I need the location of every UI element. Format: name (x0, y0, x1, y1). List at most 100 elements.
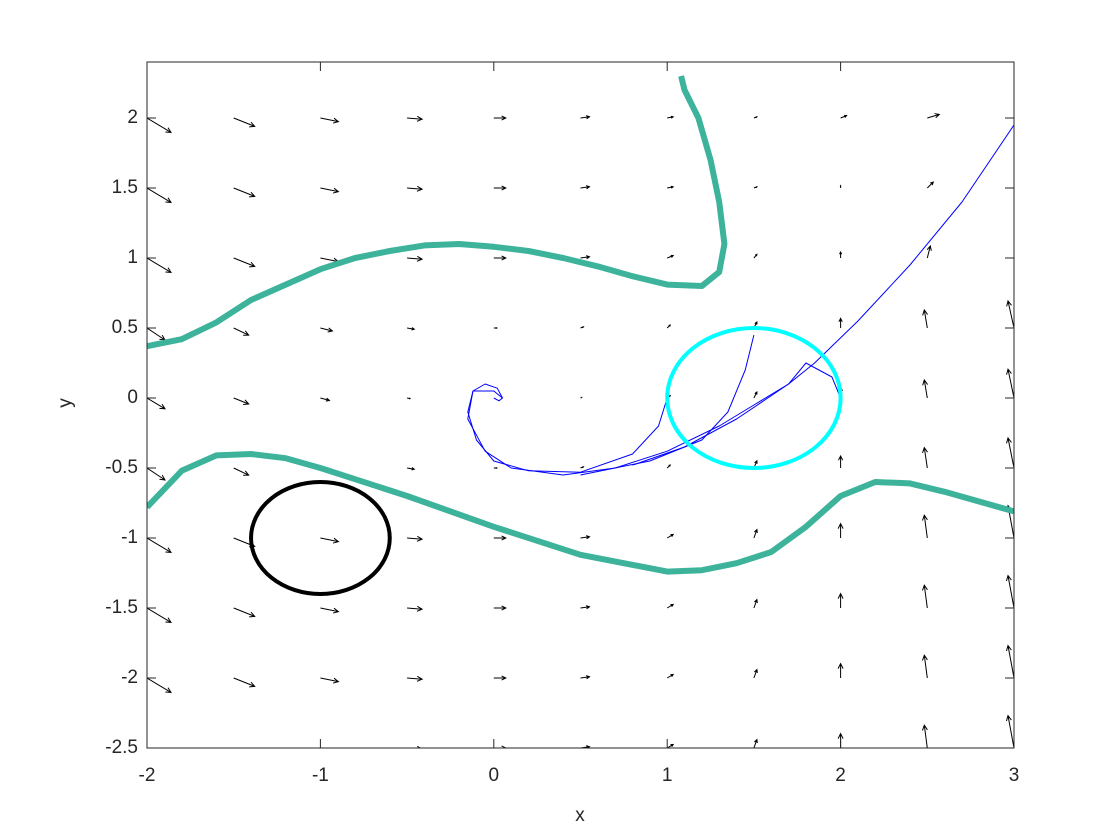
quiver-arrow (922, 308, 928, 329)
quiver-arrow (666, 464, 671, 469)
quiver-arrow (407, 327, 416, 331)
quiver-arrow (580, 675, 591, 680)
quiver-arrow (407, 605, 424, 612)
quiver-arrow (580, 115, 591, 120)
quiver-arrow (320, 537, 340, 544)
quiver-arrow (147, 607, 172, 623)
quiver-arrow (838, 317, 843, 328)
y-tick-label: 0.5 (112, 317, 138, 338)
x-tick-label: 2 (835, 765, 846, 786)
quiver-arrow (927, 113, 941, 119)
quiver-arrow (837, 662, 844, 678)
quiver-arrow (753, 391, 758, 399)
quiver-arrow (320, 187, 340, 194)
quiver-arrow (147, 187, 172, 203)
x-tick-label: 1 (662, 765, 673, 786)
x-tick-label: -2 (139, 765, 156, 786)
quiver-arrow (320, 327, 334, 333)
y-axis-label: y (55, 398, 76, 408)
quiver-arrow (493, 745, 507, 748)
quiver-arrow (926, 244, 932, 259)
quiver-arrow (753, 253, 758, 259)
circle (249, 480, 392, 596)
quiver-arrow (233, 467, 250, 476)
y-tick-label: 1 (127, 247, 138, 268)
quiver-arrow (147, 117, 172, 133)
curve (147, 451, 1014, 575)
quiver-arrow (407, 255, 424, 262)
quiver-arrow (922, 584, 928, 609)
quiver-arrow (666, 324, 671, 329)
axes-box (146, 61, 1015, 749)
quiver-arrow (407, 535, 424, 542)
quiver-arrow (320, 397, 331, 402)
quiver-arrow (1006, 299, 1014, 329)
curve (632, 362, 842, 466)
curve (467, 124, 1014, 476)
quiver-arrow (753, 528, 758, 539)
plot (147, 75, 1014, 748)
quiver-arrow (233, 397, 250, 405)
x-tick-label: 3 (1009, 765, 1020, 786)
quiver-arrow (493, 115, 507, 121)
quiver-arrow (922, 378, 928, 399)
y-tick-label: 1.5 (112, 177, 138, 198)
quiver-arrow (926, 181, 935, 189)
quiver-arrow (922, 724, 928, 748)
quiver-arrow (1005, 714, 1014, 748)
quiver-arrow (493, 675, 507, 681)
x-tick-label: 0 (489, 765, 500, 786)
x-tick-label: -1 (312, 765, 329, 786)
quiver-arrow (580, 326, 585, 329)
quiver-arrow (1006, 436, 1014, 469)
quiver-arrow (147, 467, 166, 481)
quiver-arrow (1005, 644, 1014, 679)
quiver-arrow (667, 185, 675, 189)
quiver-arrow (147, 677, 172, 693)
quiver-arrow (580, 396, 583, 399)
quiver-arrow (407, 397, 412, 400)
quiver-arrow (666, 673, 675, 679)
y-tick-label: 2 (127, 107, 138, 128)
quiver-arrow (493, 185, 507, 191)
quiver-arrow (233, 747, 236, 748)
quiver-arrow (147, 257, 172, 273)
quiver-arrow (407, 467, 416, 471)
quiver-arrow (407, 675, 424, 682)
quiver-arrow (493, 327, 498, 329)
quiver-arrow (666, 743, 675, 748)
quiver-arrow (839, 250, 843, 258)
quiver-arrow (233, 257, 256, 268)
quiver-arrow (922, 654, 928, 679)
quiver-arrow (493, 467, 498, 469)
quiver-arrow (922, 446, 928, 469)
y-tick-label: 0 (127, 387, 138, 408)
quiver-arrow (493, 255, 507, 261)
quiver-arrow (320, 747, 335, 748)
quiver-arrow (838, 454, 844, 468)
y-tick-label: -2.5 (105, 737, 138, 758)
quiver-arrow (667, 115, 675, 119)
quiver-arrow (753, 598, 758, 609)
quiver-arrow (233, 327, 250, 336)
quiver-arrow (922, 514, 928, 539)
quiver-arrow (233, 607, 256, 618)
quiver-arrow (1013, 187, 1014, 188)
x-axis-label: x (575, 805, 585, 826)
quiver-arrow (1013, 256, 1014, 258)
y-tick-label: -2 (121, 667, 138, 688)
quiver-arrow (493, 535, 507, 541)
quiver-arrow (1005, 574, 1014, 609)
quiver-arrow (667, 254, 675, 259)
quiver-arrow (1006, 368, 1014, 399)
quiver-arrow (839, 184, 842, 188)
quiver-arrow (320, 117, 340, 124)
quiver-arrow (753, 738, 758, 748)
quiver-arrow (1013, 117, 1014, 118)
quiver-arrow (320, 677, 340, 684)
quiver-arrow (837, 522, 844, 538)
quiver-arrow (753, 668, 758, 679)
quiver-arrow (753, 116, 758, 119)
quiver-arrow (233, 117, 256, 128)
